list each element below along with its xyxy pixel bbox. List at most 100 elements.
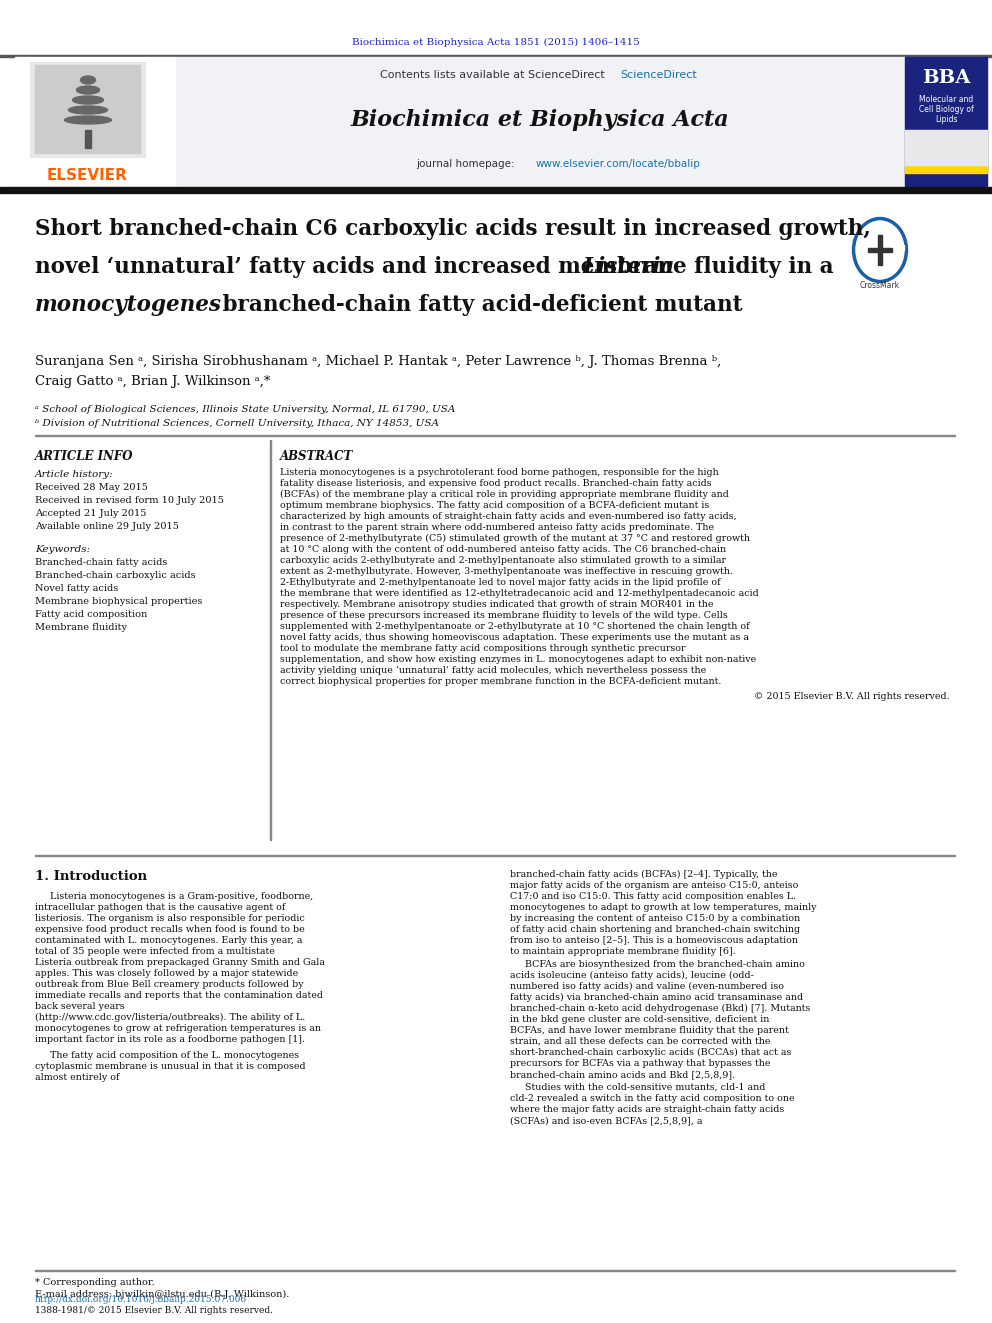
Text: supplemented with 2-methylpentanoate or 2-ethylbutyrate at 10 °C shortened the c: supplemented with 2-methylpentanoate or … xyxy=(280,622,750,631)
Ellipse shape xyxy=(68,106,107,114)
Text: Craig Gatto ᵃ, Brian J. Wilkinson ᵃ,*: Craig Gatto ᵃ, Brian J. Wilkinson ᵃ,* xyxy=(35,374,271,388)
Text: Available online 29 July 2015: Available online 29 July 2015 xyxy=(35,523,179,531)
Text: the membrane that were identified as 12-ethyltetradecanoic acid and 12-methylpen: the membrane that were identified as 12-… xyxy=(280,589,759,598)
Text: in contrast to the parent strain where odd-numbered anteiso fatty acids predomin: in contrast to the parent strain where o… xyxy=(280,523,714,532)
Text: Studies with the cold-sensitive mutants, cld-1 and: Studies with the cold-sensitive mutants,… xyxy=(510,1084,766,1091)
Text: The fatty acid composition of the L. monocytogenes: The fatty acid composition of the L. mon… xyxy=(35,1050,300,1060)
Bar xyxy=(868,247,892,251)
Text: intracellular pathogen that is the causative agent of: intracellular pathogen that is the causa… xyxy=(35,904,286,912)
Text: total of 35 people were infected from a multistate: total of 35 people were infected from a … xyxy=(35,947,275,957)
Text: immediate recalls and reports that the contamination dated: immediate recalls and reports that the c… xyxy=(35,991,323,1000)
Bar xyxy=(35,65,140,153)
Text: branched-chain amino acids and Bkd [2,5,8,9].: branched-chain amino acids and Bkd [2,5,… xyxy=(510,1070,735,1080)
Text: from iso to anteiso [2–5]. This is a homeoviscous adaptation: from iso to anteiso [2–5]. This is a hom… xyxy=(510,935,798,945)
Text: www.elsevier.com/locate/bbalip: www.elsevier.com/locate/bbalip xyxy=(536,159,701,169)
Text: apples. This was closely followed by a major statewide: apples. This was closely followed by a m… xyxy=(35,968,299,978)
Text: back several years: back several years xyxy=(35,1002,125,1011)
Text: * Corresponding author.: * Corresponding author. xyxy=(35,1278,155,1287)
Text: expensive food product recalls when food is found to be: expensive food product recalls when food… xyxy=(35,925,305,934)
Text: monocytogenes: monocytogenes xyxy=(35,294,222,316)
Text: branched-chain fatty acid-deficient mutant: branched-chain fatty acid-deficient muta… xyxy=(215,294,742,316)
Text: strain, and all these defects can be corrected with the: strain, and all these defects can be cor… xyxy=(510,1037,771,1046)
Text: Keywords:: Keywords: xyxy=(35,545,90,554)
Text: cytoplasmic membrane is unusual in that it is composed: cytoplasmic membrane is unusual in that … xyxy=(35,1062,306,1072)
Text: ARTICLE INFO: ARTICLE INFO xyxy=(35,450,134,463)
Bar xyxy=(0,187,992,193)
Text: Biochimica et Biophysica Acta 1851 (2015) 1406–1415: Biochimica et Biophysica Acta 1851 (2015… xyxy=(352,37,640,46)
Text: Novel fatty acids: Novel fatty acids xyxy=(35,583,118,593)
Text: Received in revised form 10 July 2015: Received in revised form 10 July 2015 xyxy=(35,496,224,505)
Text: Suranjana Sen ᵃ, Sirisha Sirobhushanam ᵃ, Michael P. Hantak ᵃ, Peter Lawrence ᵇ,: Suranjana Sen ᵃ, Sirisha Sirobhushanam ᵃ… xyxy=(35,355,721,368)
Text: numbered iso fatty acids) and valine (even-numbered iso: numbered iso fatty acids) and valine (ev… xyxy=(510,982,784,991)
Text: cld-2 revealed a switch in the fatty acid composition to one: cld-2 revealed a switch in the fatty aci… xyxy=(510,1094,795,1103)
Bar xyxy=(30,62,145,157)
Ellipse shape xyxy=(80,75,95,83)
Text: fatty acids) via branched-chain amino acid transaminase and: fatty acids) via branched-chain amino ac… xyxy=(510,994,804,1002)
Text: major fatty acids of the organism are anteiso C15:0, anteiso: major fatty acids of the organism are an… xyxy=(510,881,799,890)
Text: Fatty acid composition: Fatty acid composition xyxy=(35,610,147,619)
Text: Listeria: Listeria xyxy=(583,255,676,278)
Text: where the major fatty acids are straight-chain fatty acids: where the major fatty acids are straight… xyxy=(510,1105,785,1114)
Text: BCFAs, and have lower membrane fluidity that the parent: BCFAs, and have lower membrane fluidity … xyxy=(510,1027,789,1035)
Text: ELSEVIER: ELSEVIER xyxy=(47,168,127,183)
Text: to maintain appropriate membrane fluidity [6].: to maintain appropriate membrane fluidit… xyxy=(510,947,736,957)
Text: important factor in its role as a foodborne pathogen [1].: important factor in its role as a foodbo… xyxy=(35,1035,305,1044)
Text: listeriosis. The organism is also responsible for periodic: listeriosis. The organism is also respon… xyxy=(35,914,305,923)
Text: tool to modulate the membrane fatty acid compositions through synthetic precurso: tool to modulate the membrane fatty acid… xyxy=(280,644,685,654)
Bar xyxy=(905,165,987,173)
Text: 2-Ethylbutyrate and 2-methylpentanoate led to novel major fatty acids in the lip: 2-Ethylbutyrate and 2-methylpentanoate l… xyxy=(280,578,720,587)
Text: novel fatty acids, thus showing homeoviscous adaptation. These experiments use t: novel fatty acids, thus showing homeovis… xyxy=(280,632,749,642)
Text: contaminated with L. monocytogenes. Early this year, a: contaminated with L. monocytogenes. Earl… xyxy=(35,935,303,945)
Text: in the bkd gene cluster are cold-sensitive, deficient in: in the bkd gene cluster are cold-sensiti… xyxy=(510,1015,770,1024)
Text: presence of these precursors increased its membrane fluidity to levels of the wi: presence of these precursors increased i… xyxy=(280,611,728,620)
Text: supplementation, and show how existing enzymes in L. monocytogenes adapt to exhi: supplementation, and show how existing e… xyxy=(280,655,756,664)
Text: Cell Biology of: Cell Biology of xyxy=(919,106,973,115)
Bar xyxy=(0,56,992,57)
Bar xyxy=(270,441,271,840)
Text: Article history:: Article history: xyxy=(35,470,114,479)
Text: at 10 °C along with the content of odd-numbered anteiso fatty acids. The C6 bran: at 10 °C along with the content of odd-n… xyxy=(280,545,726,554)
Text: Accepted 21 July 2015: Accepted 21 July 2015 xyxy=(35,509,147,519)
Text: ᵃ School of Biological Sciences, Illinois State University, Normal, IL 61790, US: ᵃ School of Biological Sciences, Illinoi… xyxy=(35,405,455,414)
Text: 1388-1981/© 2015 Elsevier B.V. All rights reserved.: 1388-1981/© 2015 Elsevier B.V. All right… xyxy=(35,1306,273,1315)
Text: outbreak from Blue Bell creamery products followed by: outbreak from Blue Bell creamery product… xyxy=(35,980,304,990)
Bar xyxy=(85,130,91,148)
Text: Membrane fluidity: Membrane fluidity xyxy=(35,623,127,632)
Text: precursors for BCFAs via a pathway that bypasses the: precursors for BCFAs via a pathway that … xyxy=(510,1058,771,1068)
Text: correct biophysical properties for proper membrane function in the BCFA-deficien: correct biophysical properties for prope… xyxy=(280,677,721,687)
Ellipse shape xyxy=(852,217,908,283)
Text: branched-chain fatty acids (BCFAs) [2–4]. Typically, the: branched-chain fatty acids (BCFAs) [2–4]… xyxy=(510,871,778,878)
Text: optimum membrane biophysics. The fatty acid composition of a BCFA-deficient muta: optimum membrane biophysics. The fatty a… xyxy=(280,501,709,509)
Text: C17:0 and iso C15:0. This fatty acid composition enables L.: C17:0 and iso C15:0. This fatty acid com… xyxy=(510,892,797,901)
Text: of fatty acid chain shortening and branched-chain switching: of fatty acid chain shortening and branc… xyxy=(510,925,801,934)
Text: (http://www.cdc.gov/listeria/outbreaks). The ability of L.: (http://www.cdc.gov/listeria/outbreaks).… xyxy=(35,1013,306,1023)
Text: branched-chain α-keto acid dehydrogenase (Bkd) [7]. Mutants: branched-chain α-keto acid dehydrogenase… xyxy=(510,1004,810,1013)
Text: presence of 2-methylbutyrate (C5) stimulated growth of the mutant at 37 °C and r: presence of 2-methylbutyrate (C5) stimul… xyxy=(280,534,750,544)
Text: E-mail address: bjwilkin@ilstu.edu (B.J. Wilkinson).: E-mail address: bjwilkin@ilstu.edu (B.J.… xyxy=(35,1290,290,1299)
Text: CrossMark: CrossMark xyxy=(860,280,900,290)
Text: Contents lists available at ScienceDirect: Contents lists available at ScienceDirec… xyxy=(380,70,612,79)
Text: journal homepage:: journal homepage: xyxy=(416,159,518,169)
Bar xyxy=(878,235,882,265)
Text: Biochimica et Biophysica Acta: Biochimica et Biophysica Acta xyxy=(351,108,729,131)
Text: ᵇ Division of Nutritional Sciences, Cornell University, Ithaca, NY 14853, USA: ᵇ Division of Nutritional Sciences, Corn… xyxy=(35,419,439,429)
Text: acids isoleucine (anteiso fatty acids), leucine (odd-: acids isoleucine (anteiso fatty acids), … xyxy=(510,971,754,980)
Bar xyxy=(905,130,987,165)
Text: characterized by high amounts of straight-chain fatty acids and even-numbered is: characterized by high amounts of straigh… xyxy=(280,512,737,521)
Text: novel ‘unnatural’ fatty acids and increased membrane fluidity in a: novel ‘unnatural’ fatty acids and increa… xyxy=(35,255,841,278)
Bar xyxy=(15,57,175,187)
Text: (SCFAs) and iso-even BCFAs [2,5,8,9], a: (SCFAs) and iso-even BCFAs [2,5,8,9], a xyxy=(510,1117,702,1125)
Text: extent as 2-methylbutyrate. However, 3-methylpentanoate was ineffective in rescu: extent as 2-methylbutyrate. However, 3-m… xyxy=(280,568,733,576)
Ellipse shape xyxy=(76,86,99,94)
Bar xyxy=(905,57,987,187)
Text: Membrane biophysical properties: Membrane biophysical properties xyxy=(35,597,202,606)
Text: respectively. Membrane anisotropy studies indicated that growth of strain MOR401: respectively. Membrane anisotropy studie… xyxy=(280,601,713,609)
Text: Short branched-chain C6 carboxylic acids result in increased growth,: Short branched-chain C6 carboxylic acids… xyxy=(35,218,871,239)
Text: BBA: BBA xyxy=(922,69,970,87)
Bar xyxy=(175,57,905,187)
Text: http://dx.doi.org/10.1016/j.bbalip.2015.07.006: http://dx.doi.org/10.1016/j.bbalip.2015.… xyxy=(35,1295,247,1304)
Text: BCFAs are biosynthesized from the branched-chain amino: BCFAs are biosynthesized from the branch… xyxy=(510,960,805,968)
Text: © 2015 Elsevier B.V. All rights reserved.: © 2015 Elsevier B.V. All rights reserved… xyxy=(754,692,950,701)
Polygon shape xyxy=(856,245,904,250)
Text: Listeria monocytogenes is a Gram-positive, foodborne,: Listeria monocytogenes is a Gram-positiv… xyxy=(35,892,313,901)
